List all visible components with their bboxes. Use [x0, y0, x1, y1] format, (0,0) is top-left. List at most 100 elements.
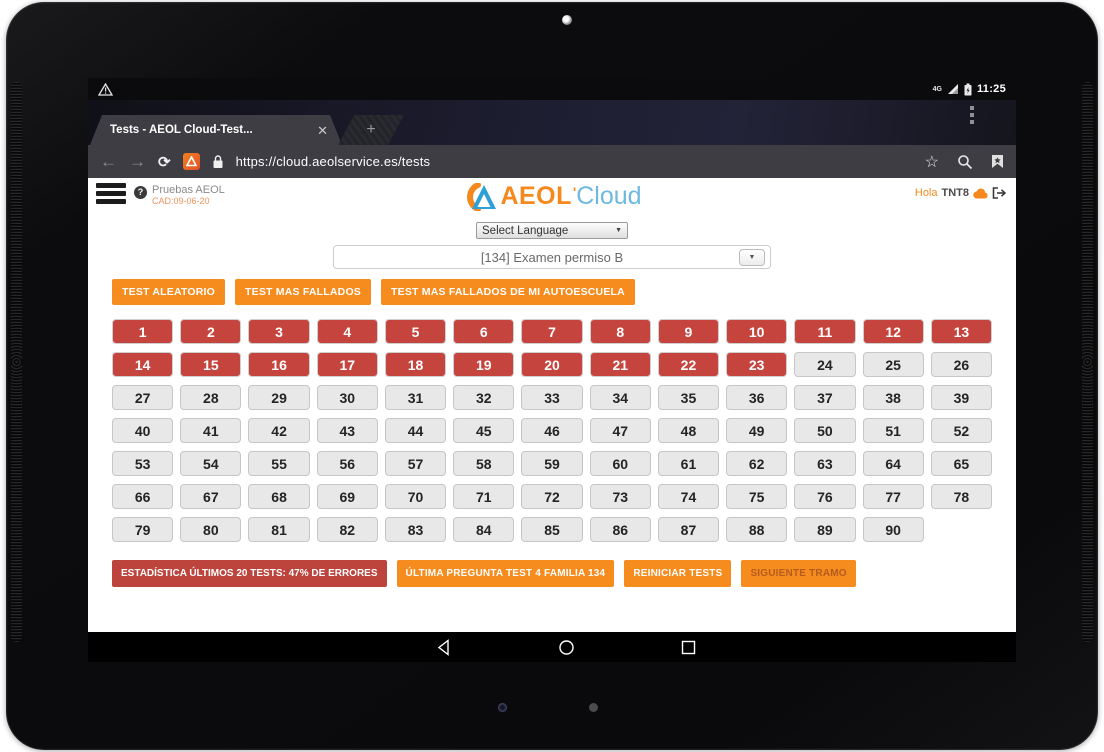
test-number-button-2[interactable]: 2: [180, 319, 242, 344]
test-number-button-89[interactable]: 89: [794, 517, 856, 542]
test-number-button-3[interactable]: 3: [248, 319, 310, 344]
test-number-button-54[interactable]: 54: [180, 451, 242, 476]
test-number-button-37[interactable]: 37: [794, 385, 856, 410]
test-number-button-86[interactable]: 86: [589, 517, 651, 542]
test-number-button-42[interactable]: 42: [248, 418, 310, 443]
language-select[interactable]: Select Language ▼: [476, 222, 628, 239]
exam-family-dropdown-button[interactable]: ▼: [739, 249, 765, 266]
test-number-button-14[interactable]: 14: [112, 352, 174, 377]
test-number-button-73[interactable]: 73: [589, 484, 651, 509]
test-number-button-18[interactable]: 18: [384, 352, 447, 377]
test-number-button-12[interactable]: 12: [862, 319, 924, 344]
search-icon[interactable]: [957, 154, 973, 170]
test-number-button-90[interactable]: 90: [862, 517, 924, 542]
test-number-button-43[interactable]: 43: [316, 418, 378, 443]
test-number-button-4[interactable]: 4: [316, 319, 378, 344]
test-number-button-31[interactable]: 31: [384, 385, 447, 410]
nav-back-icon[interactable]: [435, 638, 452, 656]
test-number-button-88[interactable]: 88: [726, 517, 788, 542]
action-button-0[interactable]: TEST ALEATORIO: [112, 279, 226, 305]
footer-button-0[interactable]: ESTADÍSTICA ÚLTIMOS 20 TESTS: 47% DE ERR…: [112, 560, 387, 587]
test-number-button-39[interactable]: 39: [930, 385, 992, 410]
nav-recents-icon[interactable]: [681, 640, 696, 655]
bookmark-star-icon[interactable]: ☆: [924, 153, 939, 171]
test-number-button-41[interactable]: 41: [180, 418, 242, 443]
footer-button-2[interactable]: REINICIAR TESTS: [624, 560, 732, 587]
help-icon[interactable]: ?: [134, 186, 147, 199]
test-number-button-51[interactable]: 51: [862, 418, 924, 443]
test-number-button-47[interactable]: 47: [589, 418, 651, 443]
test-number-button-11[interactable]: 11: [794, 319, 856, 344]
test-number-button-6[interactable]: 6: [453, 319, 515, 344]
test-number-button-52[interactable]: 52: [930, 418, 992, 443]
test-number-button-36[interactable]: 36: [726, 385, 788, 410]
test-number-button-87[interactable]: 87: [657, 517, 720, 542]
test-number-button-44[interactable]: 44: [384, 418, 447, 443]
test-number-button-25[interactable]: 25: [862, 352, 924, 377]
test-number-button-60[interactable]: 60: [589, 451, 651, 476]
cloud-sync-icon[interactable]: [973, 188, 988, 199]
test-number-button-17[interactable]: 17: [316, 352, 378, 377]
test-number-button-76[interactable]: 76: [794, 484, 856, 509]
back-icon[interactable]: ←: [100, 152, 117, 171]
test-number-button-45[interactable]: 45: [453, 418, 515, 443]
test-number-button-1[interactable]: 1: [112, 319, 174, 344]
tab-close-icon[interactable]: ✕: [317, 122, 328, 138]
bookmarks-icon[interactable]: [991, 154, 1004, 169]
test-number-button-75[interactable]: 75: [726, 484, 788, 509]
test-number-button-35[interactable]: 35: [657, 385, 720, 410]
test-number-button-7[interactable]: 7: [521, 319, 583, 344]
exam-family-select[interactable]: [134] Examen permiso B ▼: [333, 245, 771, 269]
test-number-button-27[interactable]: 27: [112, 385, 174, 410]
test-number-button-84[interactable]: 84: [453, 517, 515, 542]
test-number-button-74[interactable]: 74: [657, 484, 720, 509]
test-number-button-85[interactable]: 85: [521, 517, 583, 542]
reload-icon[interactable]: ⟳: [158, 153, 171, 171]
test-number-button-65[interactable]: 65: [930, 451, 992, 476]
test-number-button-53[interactable]: 53: [112, 451, 174, 476]
test-number-button-21[interactable]: 21: [589, 352, 651, 377]
test-number-button-24[interactable]: 24: [794, 352, 856, 377]
test-number-button-46[interactable]: 46: [521, 418, 583, 443]
test-number-button-55[interactable]: 55: [248, 451, 310, 476]
test-number-button-50[interactable]: 50: [794, 418, 856, 443]
test-number-button-62[interactable]: 62: [726, 451, 788, 476]
action-button-2[interactable]: TEST MAS FALLADOS DE MI AUTOESCUELA: [381, 279, 635, 305]
tab-overflow-menu-icon[interactable]: [970, 106, 974, 124]
test-number-button-9[interactable]: 9: [657, 319, 720, 344]
url-text[interactable]: https://cloud.aeolservice.es/tests: [235, 154, 431, 169]
test-number-button-22[interactable]: 22: [657, 352, 720, 377]
test-number-button-58[interactable]: 58: [453, 451, 515, 476]
test-number-button-78[interactable]: 78: [930, 484, 992, 509]
test-number-button-81[interactable]: 81: [248, 517, 310, 542]
test-number-button-38[interactable]: 38: [862, 385, 924, 410]
footer-button-1[interactable]: ÚLTIMA PREGUNTA TEST 4 FAMILIA 134: [396, 560, 615, 587]
test-number-button-48[interactable]: 48: [657, 418, 720, 443]
test-number-button-20[interactable]: 20: [521, 352, 583, 377]
test-number-button-5[interactable]: 5: [384, 319, 447, 344]
action-button-1[interactable]: TEST MAS FALLADOS: [235, 279, 372, 305]
test-number-button-64[interactable]: 64: [862, 451, 924, 476]
menu-icon[interactable]: [96, 183, 126, 207]
test-number-button-32[interactable]: 32: [453, 385, 515, 410]
test-number-button-59[interactable]: 59: [521, 451, 583, 476]
test-number-button-66[interactable]: 66: [112, 484, 174, 509]
test-number-button-8[interactable]: 8: [589, 319, 651, 344]
test-number-button-23[interactable]: 23: [726, 352, 788, 377]
test-number-button-69[interactable]: 69: [316, 484, 378, 509]
test-number-button-29[interactable]: 29: [248, 385, 310, 410]
test-number-button-61[interactable]: 61: [657, 451, 720, 476]
test-number-button-71[interactable]: 71: [453, 484, 515, 509]
test-number-button-56[interactable]: 56: [316, 451, 378, 476]
browser-tab-active[interactable]: Tests - AEOL Cloud-Test... ✕: [90, 115, 342, 145]
test-number-button-72[interactable]: 72: [521, 484, 583, 509]
test-number-button-49[interactable]: 49: [726, 418, 788, 443]
test-number-button-19[interactable]: 19: [453, 352, 515, 377]
new-tab-button[interactable]: +: [338, 115, 404, 145]
test-number-button-26[interactable]: 26: [930, 352, 992, 377]
test-number-button-33[interactable]: 33: [521, 385, 583, 410]
test-number-button-67[interactable]: 67: [180, 484, 242, 509]
test-number-button-10[interactable]: 10: [726, 319, 788, 344]
test-number-button-34[interactable]: 34: [589, 385, 651, 410]
test-number-button-80[interactable]: 80: [180, 517, 242, 542]
